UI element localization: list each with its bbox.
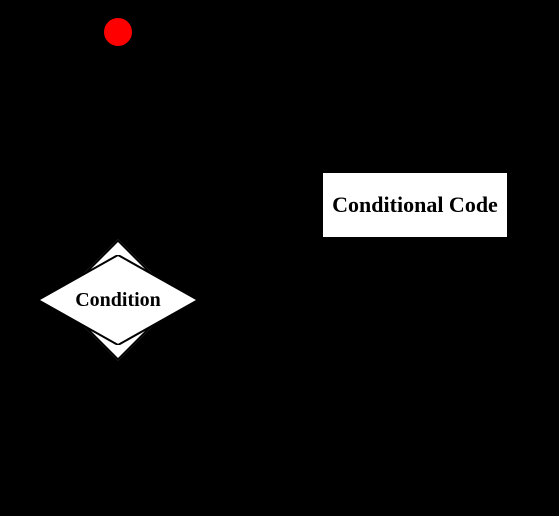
edge-code-loopback (125, 100, 415, 170)
condition-label: Condition (38, 289, 198, 312)
edge-condition-code (198, 244, 415, 300)
start-node (103, 17, 133, 47)
conditional-code-label: Conditional Code (332, 192, 498, 217)
edge-label-false: If condition is FALSE (160, 416, 250, 454)
conditional-code-node: Conditional Code (320, 170, 510, 240)
edge-label-true: If condition is TRUE (255, 318, 345, 356)
